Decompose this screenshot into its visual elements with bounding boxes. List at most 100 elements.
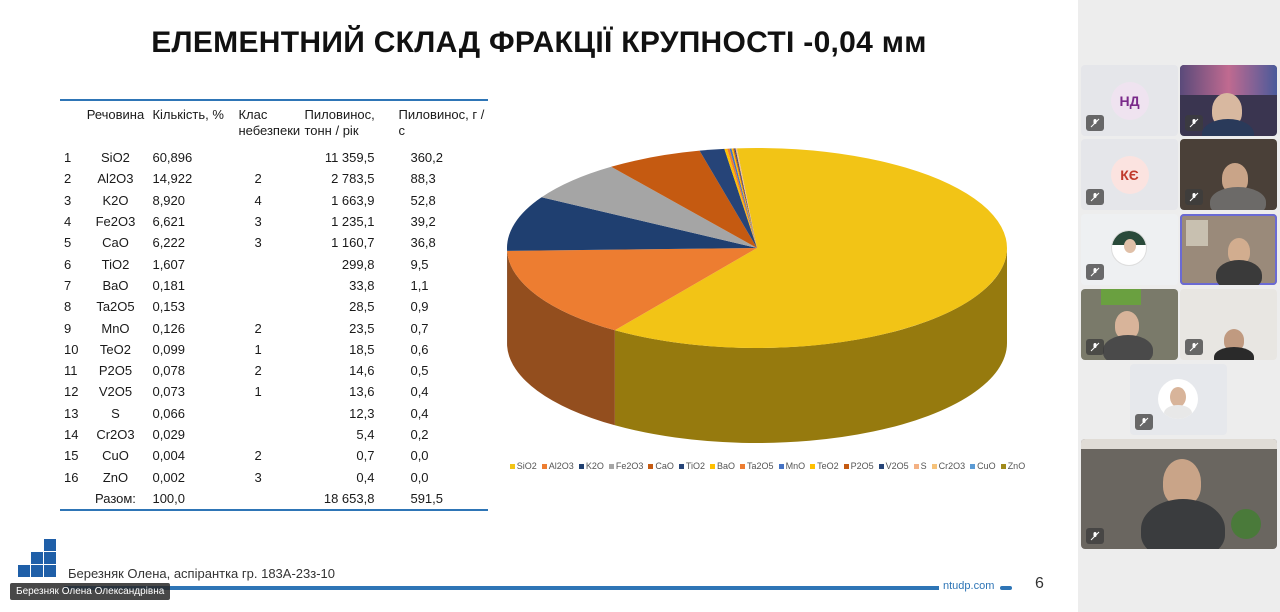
table-cell: 0,078: [152, 363, 186, 379]
legend-swatch: [810, 463, 816, 469]
table-cell: 2: [254, 171, 262, 187]
participant-tile[interactable]: НД: [1081, 65, 1178, 136]
participants-panel[interactable]: НД КЄ: [1078, 0, 1280, 612]
shared-slide: ЕЛЕМЕНТНИЙ СКЛАД ФРАКЦІЇ КРУПНОСТІ -0,04…: [10, 26, 1044, 600]
legend-item: Al2O3: [541, 461, 574, 471]
table-cell: 9: [64, 320, 72, 336]
table-cell: 6,222: [152, 235, 186, 251]
table-row: 1 SiO2 60,896 11 359,5 360,2: [60, 147, 488, 168]
pie-slice-P2O5: [733, 148, 757, 248]
participant-tile[interactable]: [1081, 289, 1178, 360]
legend-item: MnO: [778, 461, 806, 471]
table-row: 3 K2O 8,920 4 1 663,9 52,8: [60, 190, 488, 211]
col-header-quantity: Кількість, %: [150, 99, 237, 147]
table-cell: Cr2O3: [96, 427, 135, 442]
legend-item: BaO: [710, 461, 735, 471]
table-cell: [236, 403, 302, 424]
table-cell: 12,3: [349, 405, 375, 421]
table-cell: 2: [64, 171, 72, 187]
pie-slice-ZnO: [736, 148, 757, 248]
table-cell: 28,5: [349, 299, 375, 315]
pie-slice-side-SiO2: [614, 248, 1007, 443]
pie-slice-TeO2: [731, 148, 757, 248]
table-cell: Al2O3: [97, 171, 134, 187]
table-row: 2 Al2O3 14,922 2 2 783,5 88,3: [60, 168, 488, 189]
pie-slice-V2O5: [734, 148, 757, 248]
legend-swatch: [878, 463, 884, 469]
pie-slice-CuO: [736, 148, 757, 248]
legend-swatch: [778, 463, 784, 469]
total-cell: 100,0: [150, 487, 237, 511]
participant-tile-large[interactable]: [1081, 439, 1277, 549]
table-cell: 6: [64, 256, 72, 272]
table-cell: 13,6: [349, 384, 375, 400]
table-row: 14 Cr2O3 0,029 5,4 0,2: [60, 424, 488, 445]
table-cell: [236, 147, 302, 168]
legend-label: P2O5: [850, 461, 874, 471]
col-header-hazard-class: Клас небезпеки: [236, 99, 303, 147]
table-cell: 0,4: [410, 405, 429, 421]
participant-tile[interactable]: КЄ: [1081, 139, 1178, 210]
pie-slice-BaO: [724, 148, 757, 248]
mic-muted-icon: [1185, 339, 1203, 355]
table-cell: 16: [64, 469, 79, 485]
table-cell: 2: [254, 320, 262, 336]
participant-tile[interactable]: [1180, 65, 1277, 136]
table-row: 8 Ta2O5 0,153 28,5 0,9: [60, 296, 488, 317]
total-cell: 591,5: [396, 487, 488, 511]
col-header-number: [60, 99, 81, 147]
legend-label: TeO2: [817, 461, 839, 471]
table-row: 7 BaO 0,181 33,8 1,1: [60, 275, 488, 296]
table-cell: 10: [64, 341, 79, 357]
table-cell: 0,153: [152, 299, 186, 315]
presenter-name-tag: Березняк Олена Олександрівна: [10, 583, 171, 600]
legend-item: TeO2: [810, 461, 839, 471]
table-row: 5 CaO 6,222 3 1 160,7 36,8: [60, 232, 488, 253]
table-cell: 0,2: [410, 427, 429, 442]
table-cell: TiO2: [101, 256, 130, 272]
legend-label: MnO: [785, 461, 806, 471]
mic-muted-icon: [1086, 189, 1104, 205]
table-cell: 1 663,9: [331, 192, 375, 208]
footer-accent: [1000, 586, 1012, 590]
table-cell: 0,0: [410, 448, 429, 464]
table-cell: [236, 424, 302, 445]
mic-muted-icon: [1185, 189, 1203, 205]
legend-swatch: [678, 463, 684, 469]
legend-swatch: [578, 463, 584, 469]
table-cell: 39,2: [410, 214, 436, 230]
table-cell: 0,0: [410, 469, 429, 485]
table-total-row: Разом: 100,0 18 653,8 591,5: [60, 487, 488, 511]
table-row: 9 MnO 0,126 2 23,5 0,7: [60, 317, 488, 338]
table-cell: 6,621: [152, 214, 186, 230]
table-cell: 5,4: [356, 427, 375, 442]
legend-label: TiO2: [685, 461, 706, 471]
table-cell: S: [111, 405, 120, 421]
table-cell: Ta2O5: [96, 299, 135, 315]
legend-item: Ta2O5: [740, 461, 774, 471]
participant-tile[interactable]: [1180, 139, 1277, 210]
legend-label: Fe2O3: [615, 461, 644, 471]
legend-swatch: [970, 463, 976, 469]
legend-item: Fe2O3: [608, 461, 644, 471]
legend-item: V2O5: [878, 461, 909, 471]
legend-item: P2O5: [843, 461, 874, 471]
table-cell: ZnO: [102, 469, 129, 485]
legend-swatch: [913, 463, 919, 469]
legend-label: K2O: [585, 461, 604, 471]
pie-slice-Cr2O3: [736, 148, 757, 248]
pie-slice-Ta2O5: [727, 148, 757, 248]
table-cell: 0,099: [152, 341, 186, 357]
table-row: 6 TiO2 1,607 299,8 9,5: [60, 253, 488, 274]
mic-muted-icon: [1185, 115, 1203, 131]
participant-tile[interactable]: [1130, 364, 1227, 435]
participant-tile-speaking[interactable]: [1180, 214, 1277, 285]
table-cell: 12: [64, 384, 79, 400]
legend-swatch: [608, 463, 614, 469]
table-cell: [236, 275, 302, 296]
table-cell: 0,126: [152, 320, 186, 336]
table-cell: 3: [254, 469, 262, 485]
participant-tile[interactable]: [1081, 214, 1178, 285]
participant-tile[interactable]: [1180, 289, 1277, 360]
